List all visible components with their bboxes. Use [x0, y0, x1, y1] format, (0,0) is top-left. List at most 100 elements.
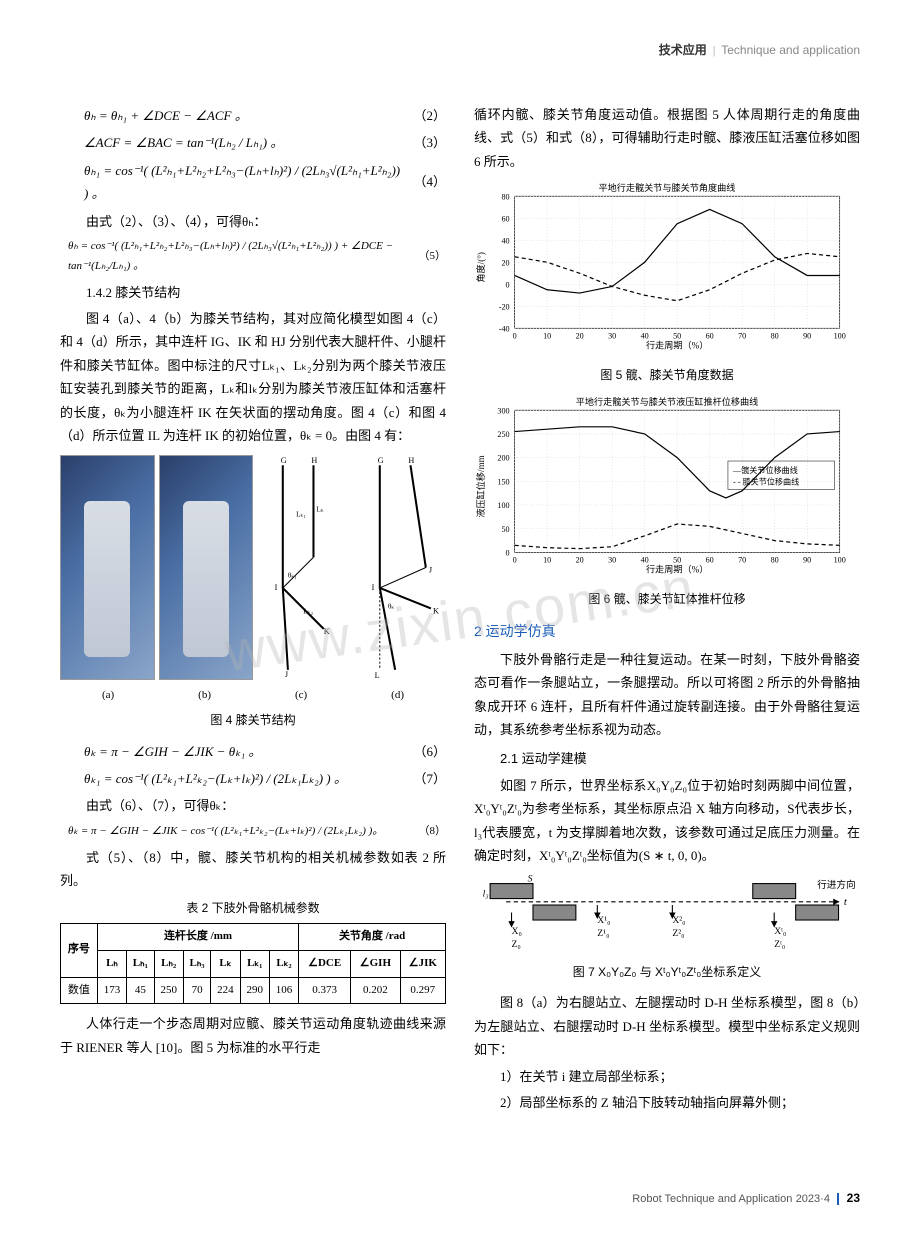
svg-text:J: J [285, 670, 289, 679]
content-columns: θₕ = θₕ₁ + ∠DCE − ∠ACF 。（2） ∠ACF = ∠BAC … [60, 100, 860, 1117]
equation-4: θₕ₁ = cos⁻¹( (L²ₕ₁+L²ₕ₂+L²ₕ₃−(Lₕ+lₕ)²) /… [84, 159, 446, 206]
svg-text:K: K [324, 627, 330, 636]
svg-text:40: 40 [641, 555, 649, 564]
figure-4c-diagram: GH IK J Lₖ₁Lₖ Lₖ₂ θₖ₁ [257, 455, 350, 680]
svg-text:60: 60 [706, 555, 714, 564]
svg-text:50: 50 [673, 555, 681, 564]
figure-5-caption: 图 5 髋、膝关节角度数据 [474, 365, 860, 387]
svg-text:40: 40 [641, 332, 649, 341]
knee-description: 图 4（a）、4（b）为膝关节结构，其对应简化模型如图 4（c）和 4（d）所示… [60, 307, 446, 447]
svg-text:H: H [408, 456, 414, 465]
svg-text:-20: -20 [499, 302, 510, 311]
derivation-text-2: 由式（6）、（7），可得θₖ： [60, 794, 446, 817]
svg-text:Xᵗ₀: Xᵗ₀ [774, 926, 786, 937]
right-column: 循环内髋、膝关节角度运动值。根据图 5 人体周期行走的角度曲线、式（5）和式（8… [474, 100, 860, 1117]
svg-text:100: 100 [834, 555, 846, 564]
svg-text:角度/(°): 角度/(°) [475, 252, 486, 283]
svg-text:30: 30 [608, 555, 616, 564]
chart-6: 平地行走髋关节与膝关节液压缸推杆位移曲线 —髋关节位移曲线 - - 膝关节位移曲… [474, 395, 860, 578]
equation-6: θₖ = π − ∠GIH − ∠JIK − θₖ₁ 。（6） [84, 740, 446, 763]
svg-text:I: I [371, 583, 374, 592]
svg-text:Lₖ₁: Lₖ₁ [296, 511, 306, 519]
svg-text:80: 80 [501, 192, 509, 201]
svg-text:G: G [281, 456, 287, 465]
section-2-heading: 2 运动学仿真 [474, 619, 860, 644]
svg-text:20: 20 [501, 258, 509, 267]
svg-text:300: 300 [497, 406, 509, 415]
svg-text:Z²₀: Z²₀ [672, 928, 684, 939]
svg-text:X¹₀: X¹₀ [597, 916, 610, 927]
svg-text:0: 0 [506, 280, 510, 289]
table-2: 序号 连杆长度 /mm 关节角度 /rad LₕLₕ₁Lₕ₂Lₕ₃LₖLₖ₁Lₖ… [60, 923, 446, 1004]
equation-8: θₖ = π − ∠GIH − ∠JIK − cos⁻¹( (L²ₖ₁+L²ₖ₂… [68, 822, 446, 842]
gait-paragraph: 人体行走一个步态周期对应髋、膝关节运动角度轨迹曲线来源于 RIENER 等人 [… [60, 1012, 446, 1059]
section-1-4-2: 1.4.2 膝关节结构 [60, 281, 446, 304]
svg-text:200: 200 [497, 454, 509, 463]
chart-5: 平地行走髋关节与膝关节角度曲线 -40-20020406080010203040… [474, 181, 860, 354]
svg-text:J: J [428, 566, 432, 575]
svg-text:60: 60 [706, 332, 714, 341]
svg-text:150: 150 [497, 477, 509, 486]
svg-text:100: 100 [497, 501, 509, 510]
svg-text:Lₖ: Lₖ [317, 506, 324, 514]
figure-4-sublabels: (a)(b)(c)(d) [60, 686, 446, 706]
equation-7: θₖ₁ = cos⁻¹( (L²ₖ₁+L²ₖ₂−(Lₖ+lₖ)²) / (2Lₖ… [84, 767, 446, 790]
page-header: 技术应用 | Technique and application [659, 40, 860, 62]
svg-text:80: 80 [771, 555, 779, 564]
svg-text:50: 50 [501, 525, 509, 534]
equation-5: θₕ = cos⁻¹( (L²ₕ₁+L²ₕ₂+L²ₕ₃−(Lₕ+lₕ)²) / … [68, 237, 446, 277]
kinematics-paragraph: 下肢外骨骼行走是一种往复运动。在某一时刻，下肢外骨骼姿态可看作一条腿站立，一条腿… [474, 648, 860, 742]
figure-8-intro: 图 8（a）为右腿站立、左腿摆动时 D-H 坐标系模型，图 8（b）为左腿站立、… [474, 991, 860, 1061]
svg-text:Z¹₀: Z¹₀ [597, 928, 609, 939]
svg-text:10: 10 [543, 332, 551, 341]
svg-text:70: 70 [738, 332, 746, 341]
kinematics-model-paragraph: 如图 7 所示，世界坐标系X₀Y₀Z₀位于初始时刻两脚中间位置，Xᵗ₀Yᵗ₀Zᵗ… [474, 774, 860, 868]
footer-page: 23 [847, 1191, 860, 1205]
svg-text:30: 30 [608, 332, 616, 341]
footer-bar-icon [837, 1193, 839, 1205]
svg-text:40: 40 [501, 236, 509, 245]
figure-4a-photo [60, 455, 155, 680]
figure-4d-diagram: GH IJ KL θₖ [354, 455, 447, 680]
footer-journal: Robot Technique and Application [632, 1193, 792, 1205]
svg-text:l₃: l₃ [483, 889, 489, 900]
figure-4: G H I K J Lₖ₁ Lₖ Lₖ₂ θₖ₁ [60, 455, 446, 731]
derivation-text-1: 由式（2）、（3）、（4），可得θₕ： [60, 210, 446, 233]
svg-text:G: G [377, 456, 383, 465]
svg-text:20: 20 [576, 332, 584, 341]
svg-text:80: 80 [771, 332, 779, 341]
svg-text:20: 20 [576, 555, 584, 564]
left-column: θₕ = θₕ₁ + ∠DCE − ∠ACF 。（2） ∠ACF = ∠BAC … [60, 100, 446, 1117]
svg-text:t: t [844, 896, 848, 908]
svg-text:100: 100 [834, 332, 846, 341]
header-separator: | [713, 43, 715, 57]
svg-text:L: L [374, 671, 379, 680]
equation-2: θₕ = θₕ₁ + ∠DCE − ∠ACF 。（2） [84, 104, 446, 127]
figure-4b-photo [159, 455, 254, 680]
svg-text:Lₖ₂: Lₖ₂ [303, 608, 313, 616]
section-2-1-heading: 2.1 运动学建模 [474, 747, 860, 770]
col2-top-paragraph: 循环内髋、膝关节角度运动值。根据图 5 人体周期行走的角度曲线、式（5）和式（8… [474, 103, 860, 173]
svg-text:60: 60 [501, 214, 509, 223]
svg-text:行走周期（%）: 行走周期（%） [646, 340, 708, 351]
svg-text:90: 90 [803, 332, 811, 341]
svg-text:θₖ: θₖ [387, 603, 393, 611]
svg-text:行走周期（%）: 行走周期（%） [646, 564, 708, 575]
figure-6: 平地行走髋关节与膝关节液压缸推杆位移曲线 —髋关节位移曲线 - - 膝关节位移曲… [474, 395, 860, 611]
svg-text:50: 50 [673, 332, 681, 341]
svg-text:S: S [528, 875, 533, 884]
svg-text:90: 90 [803, 555, 811, 564]
svg-text:液压缸位移/mm: 液压缸位移/mm [475, 455, 486, 517]
equation-3: ∠ACF = ∠BAC = tan⁻¹(Lₕ₂ / Lₕ₁) 。（3） [84, 131, 446, 154]
svg-text:θₖ₁: θₖ₁ [288, 572, 297, 580]
rule-1: 1）在关节 i 建立局部坐标系； [474, 1065, 860, 1088]
header-category-cn: 技术应用 [659, 43, 707, 57]
footer-issue: 2023·4 [796, 1193, 830, 1205]
svg-text:I: I [275, 583, 278, 592]
table-2-caption: 表 2 下肢外骨骼机械参数 [60, 898, 446, 920]
header-category-en: Technique and application [721, 43, 860, 57]
figure-7-caption: 图 7 X₀Y₀Z₀ 与 Xᵗ₀Yᵗ₀Zᵗ₀坐标系定义 [474, 962, 860, 984]
svg-text:X²₀: X²₀ [672, 916, 685, 927]
svg-text:平地行走髋关节与膝关节角度曲线: 平地行走髋关节与膝关节角度曲线 [599, 182, 736, 193]
svg-text:10: 10 [543, 555, 551, 564]
